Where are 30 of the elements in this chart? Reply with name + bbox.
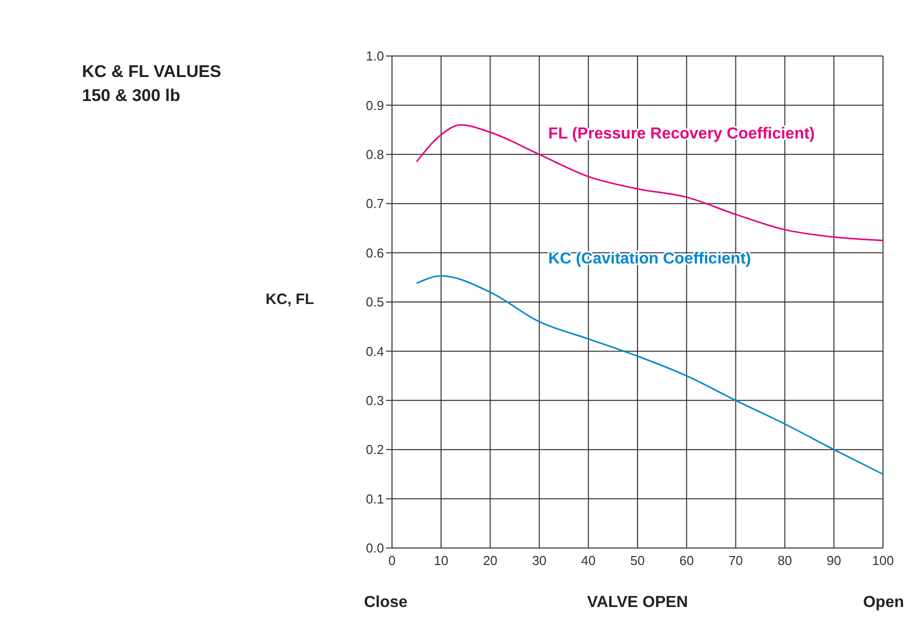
x-axis-title: VALVE OPEN [587, 594, 688, 611]
y-tick-label: 0.5 [366, 294, 384, 310]
x-tick-label: 0 [388, 553, 396, 568]
text: Close [364, 594, 408, 612]
text: Open [863, 594, 904, 612]
x-tick-label: 40 [581, 553, 596, 568]
y-tick-label: 0.8 [366, 147, 384, 162]
x-tick-label: 60 [679, 553, 694, 568]
line-series [416, 124, 883, 242]
x-tick-label: 100 [872, 553, 894, 568]
y-tick-label: 0.4 [366, 344, 384, 359]
y-tick-label: 0.0 [366, 540, 384, 556]
x-tick-label: 30 [532, 553, 547, 568]
line-series [416, 275, 883, 475]
y-tick-label: 0.9 [366, 98, 384, 113]
y-tick-label: 0.6 [366, 245, 384, 260]
x-tick-label: 90 [826, 553, 842, 568]
x-tick-label: 10 [434, 553, 448, 568]
y-tick-label: 0.2 [366, 442, 384, 458]
y-tick-label: 0.3 [366, 393, 384, 408]
y-tick-label: 0.7 [366, 196, 384, 212]
text: 150 & 300 lb [82, 85, 182, 107]
y-axis-title: KC, FL [266, 291, 314, 308]
x-tick-label: 50 [630, 553, 645, 568]
x-tick-label: 80 [778, 553, 792, 568]
text: KC & FL VALUES [82, 61, 222, 83]
y-tick-label: 1.0 [366, 48, 384, 64]
y-tick-label: 0.1 [366, 491, 384, 506]
x-tick-label: 70 [728, 553, 743, 568]
x-tick-label: 20 [482, 553, 498, 568]
